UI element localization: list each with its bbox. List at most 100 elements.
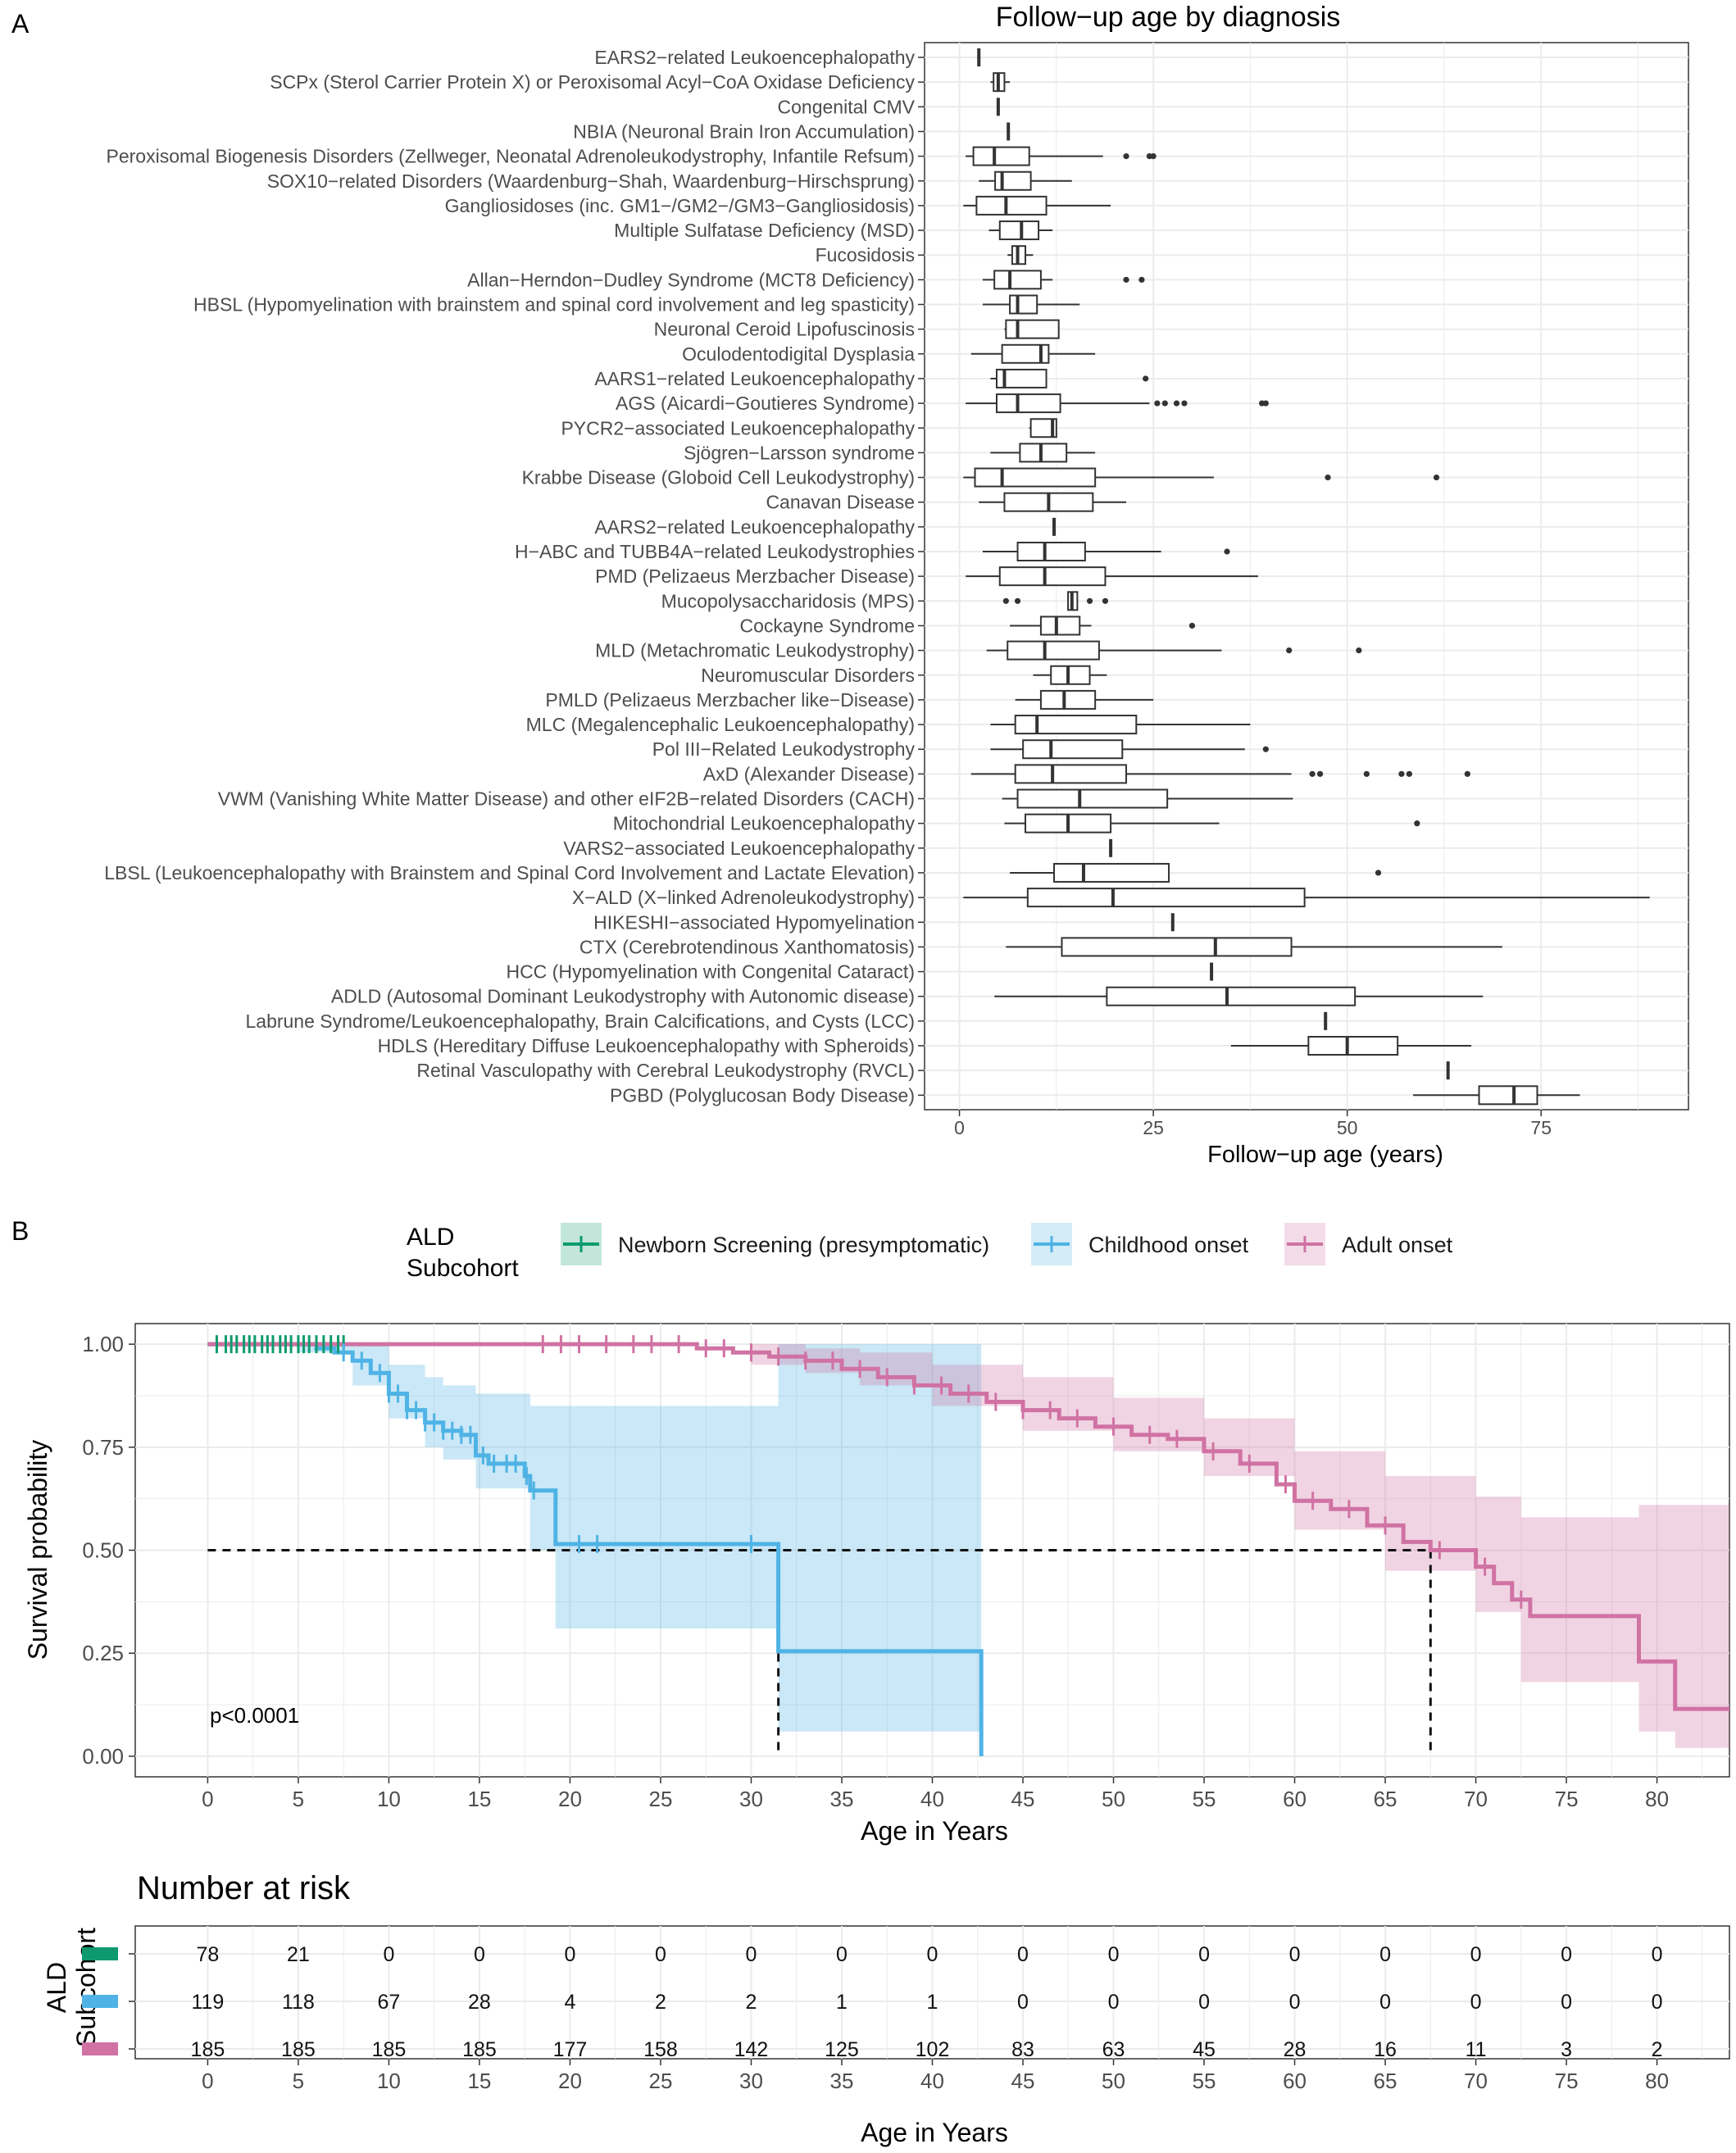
outlier-point [1173,400,1180,407]
outlier-point [1286,647,1293,654]
y-tick-label: 0.75 [82,1435,124,1460]
category-label: H−ABC and TUBB4A−related Leukodystrophie… [515,541,915,562]
box-vwm-vanishing-white-matter-disease-and-o [1002,788,1293,809]
category-label: Fucosidosis [816,244,915,266]
chart-a-xlabel: Follow−up age (years) [1207,1142,1443,1168]
risk-value: 28 [1284,2038,1307,2061]
x-tick-label: 30 [739,1787,763,1811]
risk-value: 0 [746,1943,757,1966]
category-label: AxD (Alexander Disease) [703,763,915,784]
x-tick-label: 35 [830,1787,854,1811]
risk-value: 45 [1193,2038,1216,2061]
x-tick-label: 20 [558,1787,582,1811]
iqr-box [1307,1036,1399,1056]
category-label: Pol III−Related Leukodystrophy [652,738,916,760]
x-tick-label: 65 [1374,1787,1397,1811]
risk-value: 0 [836,1943,848,1966]
iqr-box [994,170,1032,191]
category-label: SCPx (Sterol Carrier Protein X) or Perox… [270,71,915,93]
legend-item-adult-onset: Adult onset [1284,1223,1453,1265]
box-ctx-cerebrotendinous-xanthomatosis [1006,937,1502,957]
iqr-box [995,368,1048,388]
panel-a-letter: A [11,9,30,39]
x-tick-label: 80 [1645,1787,1669,1811]
outlier-point [1309,770,1316,777]
box-pycr2-associated-leukoencephalopathy [1029,418,1057,438]
box-cockayne-syndrome [1010,615,1196,636]
survival-plot: 0.00 0.25 0.50 0.75 1.00 0 5 10 15 20 25 30 35 40 45 5… [82,1323,1730,1811]
category-label: HDLS (Hereditary Diffuse Leukoencephalop… [378,1035,915,1056]
legend-title-line-1: ALD [407,1224,454,1251]
box-neuromuscular-disorders [1033,665,1107,685]
box-fucosidosis [1007,245,1034,266]
iqr-box [1014,715,1138,735]
outlier-point [1002,597,1009,604]
x-tick-label: 60 [1283,1787,1307,1811]
legend-label: Childhood onset [1088,1233,1249,1257]
iqr-box [998,566,1107,587]
category-label: Allan−Herndon−Dudley Syndrome (MCT8 Defi… [467,269,915,290]
p-value-annotation: p<0.0001 [210,1703,299,1728]
outlier-point [1154,400,1161,407]
risk-row-key [82,1947,118,1960]
boxes [963,48,1650,1106]
risk-value: 28 [468,1991,491,2014]
category-label: HCC (Hypomyelination with Congenital Cat… [506,961,915,983]
category-label: Peroxisomal Biogenesis Disorders (Zellwe… [107,146,916,167]
outlier-point [1138,276,1145,283]
category-label: Mucopolysaccharidosis (MPS) [661,590,915,611]
x-tick-label: 70 [1464,1787,1488,1811]
risk-value: 0 [1470,1991,1482,2014]
iqr-box [1039,689,1097,710]
risk-value: 16 [1374,2038,1397,2061]
x-tick-label: 0 [954,1117,965,1138]
risk-value: 1 [927,1991,938,2014]
risk-row-key [82,2042,118,2055]
risk-value: 185 [372,2038,407,2061]
iqr-box [974,467,1097,488]
risk-value: 4 [565,1991,576,2014]
box-pol-iii-related-leukodystrophy [990,739,1269,760]
outlier-point [1224,548,1230,555]
category-label: AGS (Aicardi−Goutieres Syndrome) [616,393,915,414]
km-y-axis-ticks: 0.00 0.25 0.50 0.75 1.00 [82,1332,135,1769]
category-label: Mitochondrial Leukoencephalopathy [613,813,916,834]
category-label: Krabbe Disease (Globoid Cell Leukodystro… [522,467,915,488]
iqr-box [1014,764,1128,784]
risk-value: 0 [1017,1991,1029,2014]
iqr-box [1478,1085,1538,1106]
category-label: LBSL (Leukoencephalopathy with Brainstem… [104,862,915,883]
x-tick-label: 50 [1337,1117,1358,1138]
risk-value: 118 [282,1991,315,2014]
box-axd-alexander-disease [970,764,1470,784]
iqr-box [1005,319,1060,339]
risk-x-axis-ticks: 0 5 10 15 20 25 30 35 40 45 50 55 60 65 70 75 80 [202,2059,1669,2093]
risk-value: 0 [1108,1943,1120,1966]
risk-value: 63 [1102,2038,1125,2061]
x-tick-label: 35 [830,2069,854,2093]
iqr-box [1106,986,1357,1006]
ci-band-childhood-onset [207,1344,982,1732]
x-tick-label: 75 [1555,2069,1579,2093]
iqr-box [972,146,1030,166]
x-tick-label: 0 [202,2069,213,2093]
risk-value: 185 [191,2038,225,2061]
box-hdls-hereditary-diffuse-leukoencephalopa [1230,1036,1472,1056]
km-xlabel: Age in Years [861,1816,1008,1846]
box-mucopolysaccharidosis-mps [1002,591,1109,611]
box-hbsl-hypomyelination-with-brainstem-and- [982,294,1080,315]
category-label: NBIA (Neuronal Brain Iron Accumulation) [573,120,915,142]
x-tick-label: 5 [293,2069,304,2093]
category-label: HIKESHI−associated Hypomyelination [593,911,915,933]
outlier-point [1356,647,1362,654]
category-labels: EARS2−related Leukoencephalopathy SCPx (S… [104,47,925,1106]
risk-value: 125 [825,2038,859,2061]
risk-value: 0 [1198,1943,1210,1966]
outlier-point [1188,622,1196,629]
box-pgbd-polyglucosan-body-disease [1413,1085,1580,1106]
category-label: AARS2−related Leukoencephalopathy [594,516,915,538]
risk-value: 0 [1108,1991,1120,2014]
iqr-box [1016,542,1086,561]
iqr-box [998,220,1040,241]
